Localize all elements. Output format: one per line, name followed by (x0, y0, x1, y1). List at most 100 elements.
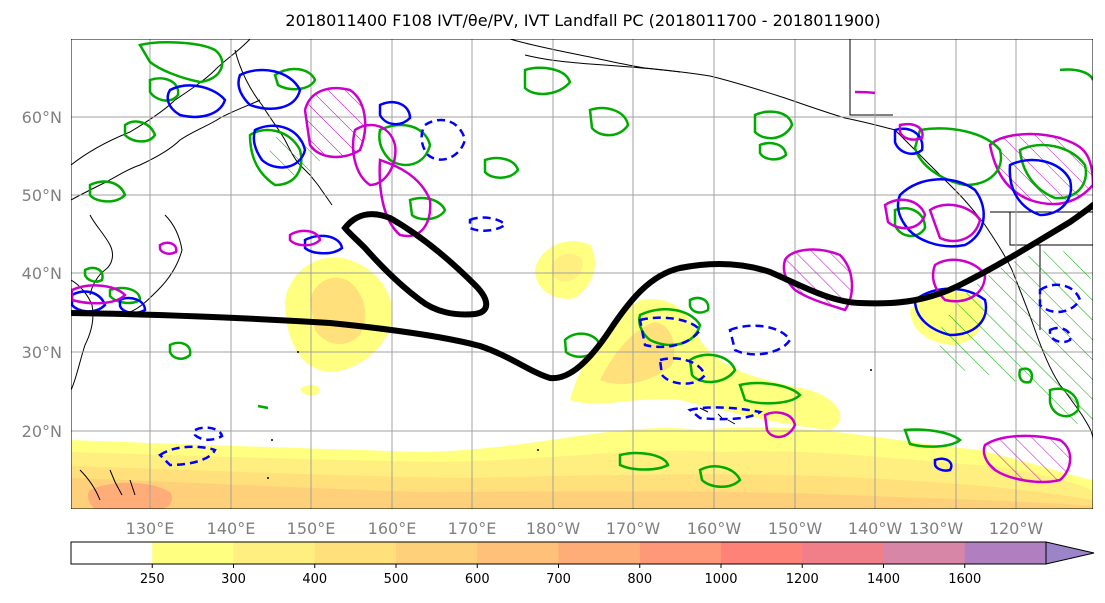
green-contour (138, 41, 224, 84)
magenta-contour (288, 229, 322, 247)
lat-label: 50°N (22, 186, 62, 205)
colorbar-tick-label: 600 (465, 572, 490, 587)
coast-philippines (79, 469, 136, 501)
magenta-contour (378, 158, 432, 238)
colorbar: 250 300 400 500 600 700 800 1000 1200 1400 1600 (70, 541, 1095, 587)
pc-contour-loop (341, 211, 490, 318)
lon-label: 150°E (287, 519, 336, 538)
green-contour (248, 128, 303, 187)
islands (267, 351, 872, 479)
magenta-contour (351, 123, 397, 187)
blue-dashed-contour (1038, 283, 1082, 314)
lon-label: 180°W (526, 519, 581, 538)
longitude-labels: 130°E 140°E 150°E 160°E 170°E 180°W 170°… (126, 519, 1044, 538)
colorbar-tick-label: 1000 (704, 572, 737, 587)
blue-contour (118, 296, 147, 315)
lat-label: 40°N (22, 264, 62, 283)
blue-contour (303, 234, 344, 255)
blue-dashed-contour (1048, 326, 1072, 344)
colorbar-segment (802, 542, 884, 564)
pc-lines (71, 202, 1093, 382)
magenta-contour (763, 411, 797, 439)
colorbar-tick-label: 700 (546, 572, 571, 587)
colorbar-segment (233, 542, 316, 564)
green-contour (758, 141, 788, 161)
colorbar-tick-label: 1600 (948, 572, 981, 587)
blue-contour (933, 457, 953, 472)
blue-dashed-contour (658, 357, 707, 385)
green-contour (903, 428, 963, 448)
colorbar-tick-label: 250 (140, 572, 165, 587)
theta-e-contours (83, 41, 1093, 488)
magenta-contour (931, 258, 987, 303)
green-contour (408, 196, 447, 221)
lon-label: 130°E (126, 519, 175, 538)
colorbar-segment (721, 542, 803, 564)
lon-label: 140°W (848, 519, 903, 538)
hatch-green-north (269, 136, 320, 176)
hatch-magenta-alaska (303, 86, 367, 159)
colorbar-segment (152, 542, 234, 564)
green-contour (148, 77, 180, 102)
blue-contour (166, 84, 227, 119)
blue-dashed-contour (193, 426, 224, 441)
green-contour (688, 296, 710, 314)
colorbar-tick-label: 500 (384, 572, 409, 587)
pv-contours (71, 68, 1073, 472)
lat-label: 60°N (22, 108, 62, 127)
pc-contour-main (71, 202, 1093, 382)
green-contour (618, 451, 670, 471)
pv-dashed-contours (158, 118, 1082, 467)
blue-contour (893, 127, 924, 155)
green-contour (1059, 68, 1093, 81)
green-contour (738, 381, 802, 405)
magenta-contour (928, 203, 982, 243)
blue-dashed-contour (468, 216, 507, 232)
green-contour (483, 156, 520, 179)
lat-label: 30°N (22, 343, 62, 362)
green-contour (88, 180, 127, 203)
lon-label: 160°W (687, 519, 742, 538)
blue-dashed-contour (638, 316, 702, 349)
coast-asia-coast (71, 99, 261, 201)
chart-title: 2018011400 F108 IVT/θe/PV, IVT Landfall … (285, 11, 880, 30)
blue-contour (896, 178, 985, 248)
magenta-contour (883, 198, 927, 230)
lon-label: 170°W (606, 519, 661, 538)
green-contour (1048, 387, 1080, 418)
green-contour (83, 266, 104, 283)
lon-label: 170°E (448, 519, 497, 538)
ivt-shading (71, 241, 1093, 509)
blue-contour (71, 290, 107, 313)
colorbar-segment (639, 542, 722, 564)
colorbar-segment (477, 542, 559, 564)
lon-label: 140°E (207, 519, 256, 538)
green-contour (588, 106, 630, 137)
colorbar-extend-arrow (1045, 541, 1095, 565)
green-contour (273, 67, 317, 91)
green-contour (1018, 143, 1088, 200)
colorbar-segment (883, 542, 966, 564)
blue-contour (1008, 158, 1073, 217)
ivt-band-500 (71, 478, 1093, 509)
lon-label: 130°W (909, 519, 964, 538)
green-contour (378, 123, 432, 167)
green-contour (913, 127, 1003, 187)
ivt-blob-small (300, 384, 320, 396)
blue-contour (237, 68, 302, 110)
green-contour (257, 404, 269, 410)
lon-label: 120°W (989, 519, 1044, 538)
blue-contour (378, 101, 412, 126)
green-contour (1018, 367, 1034, 384)
colorbar-tick-label: 1400 (867, 572, 900, 587)
green-contour (523, 66, 572, 96)
blue-contour (252, 124, 307, 169)
green-contour (893, 207, 927, 238)
latitude-labels: 60°N 50°N 40°N 30°N 20°N (22, 108, 62, 441)
blue-dashed-contour (158, 445, 217, 467)
green-contour (698, 465, 742, 488)
hatch-magenta-se (982, 434, 1072, 484)
colorbar-segment (71, 542, 153, 564)
magenta-contour (898, 123, 924, 141)
